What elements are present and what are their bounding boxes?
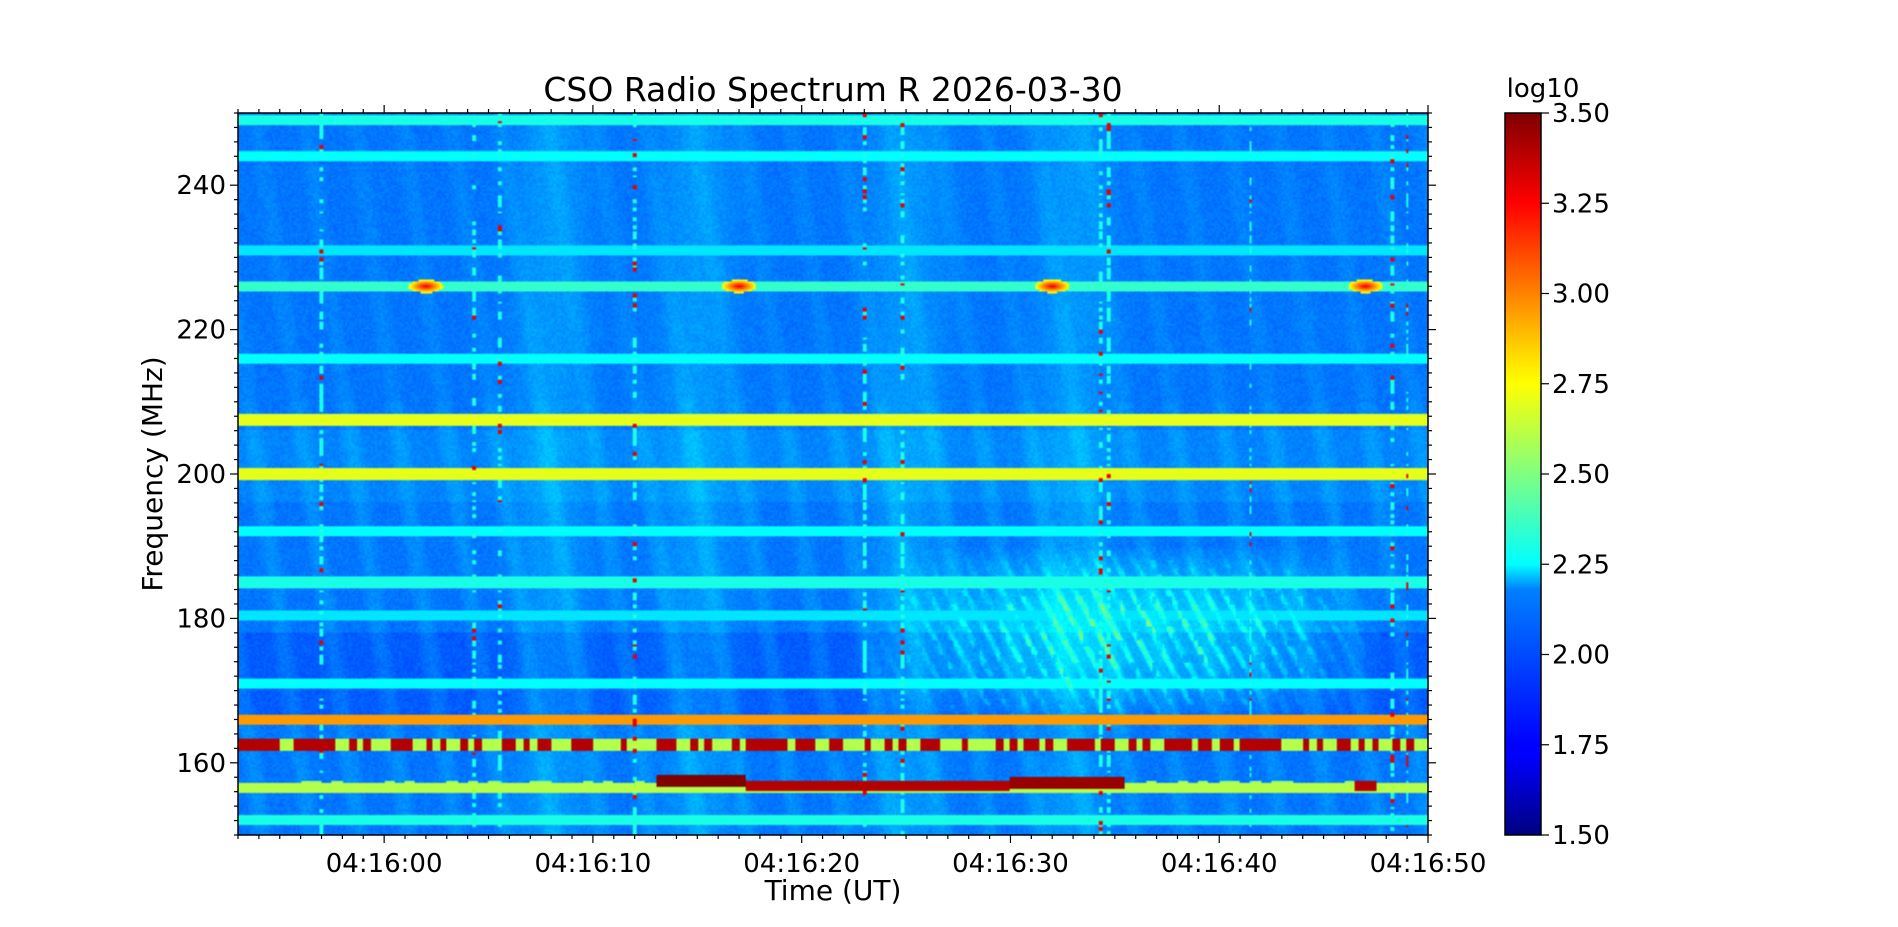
x-tick-label: 04:16:40 (1161, 849, 1278, 879)
colorbar-tick-label: 2.00 (1552, 641, 1610, 671)
spectrogram-heatmap (238, 113, 1428, 835)
colorbar-tick-label: 2.75 (1552, 370, 1610, 400)
x-tick-label: 04:16:10 (535, 849, 652, 879)
y-tick-label: 240 (176, 171, 226, 201)
y-tick-label: 180 (176, 604, 226, 634)
colorbar-tick-label: 1.75 (1552, 731, 1610, 761)
colorbar-tick-label: 3.00 (1552, 280, 1610, 310)
colorbar-ticks: 1.50 1.75 2.00 2.25 2.50 2.75 3.00 3.25 3.50 (1541, 99, 1610, 851)
y-tick-label: 160 (176, 749, 226, 779)
x-axis-label: Time (UT) (764, 874, 902, 907)
y-axis-label: Frequency (MHz) (136, 356, 169, 591)
colorbar-tick-label: 3.50 (1552, 99, 1610, 129)
chart-title: CSO Radio Spectrum R 2026-03-30 (543, 70, 1122, 109)
x-tick-label: 04:16:20 (743, 849, 860, 879)
y-axis: 160 180 200 220 240 (176, 112, 1436, 836)
colorbar-tick-label: 1.50 (1552, 821, 1610, 851)
y-tick-label: 200 (176, 460, 226, 490)
colorbar-tick-label: 2.50 (1552, 460, 1610, 490)
x-tick-label: 04:16:30 (952, 849, 1069, 879)
colorbar-tick-label: 3.25 (1552, 189, 1610, 219)
y-tick-label: 220 (176, 316, 226, 346)
colorbar-label: log10 (1507, 74, 1580, 104)
x-tick-label: 04:16:00 (326, 849, 443, 879)
colorbar: 1.50 1.75 2.00 2.25 2.50 2.75 3.00 3.25 3.50 log… (1504, 74, 1610, 851)
colorbar-tick-label: 2.25 (1552, 550, 1610, 580)
spectrogram-plot (237, 112, 1429, 836)
colorbar-gradient (1504, 112, 1542, 836)
x-axis: 04:16:00 04:16:10 04:16:20 04:16:30 04:16:40… (237, 105, 1487, 879)
x-tick-label: 04:16:50 (1370, 849, 1487, 879)
